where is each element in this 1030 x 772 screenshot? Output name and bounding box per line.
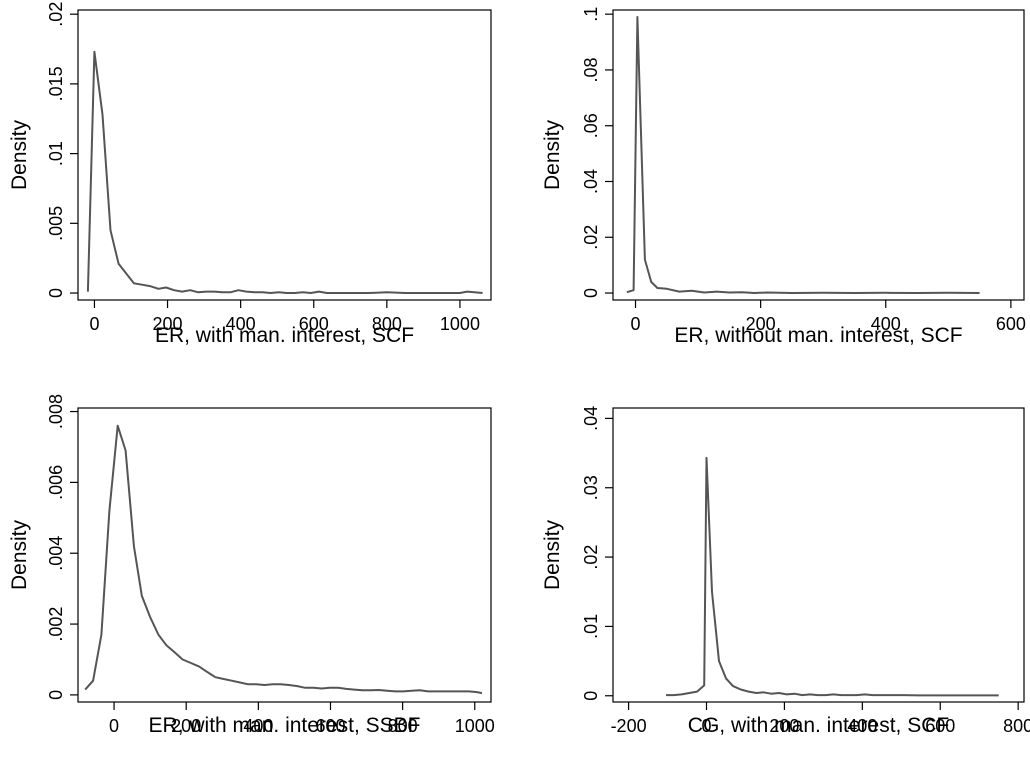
x-tick-label: 600 (996, 314, 1026, 334)
x-tick-label: 600 (315, 716, 345, 736)
y-tick-label: .002 (46, 607, 66, 642)
x-tick-label: 0 (109, 716, 119, 736)
x-tick-label: -200 (611, 716, 647, 736)
plot-frame (612, 9, 1025, 301)
y-axis-label: Density (8, 119, 31, 190)
y-tick-label: .006 (46, 465, 66, 500)
density-line (666, 456, 999, 697)
y-tick-label: .02 (581, 225, 601, 250)
x-tick-label: 400 (847, 716, 877, 736)
chart-panel-1: 0 200 400 600 800 1000 0 .005 .01 .015 .02 ER, with… (8, 2, 492, 347)
x-tick-label: 600 (925, 716, 955, 736)
x-tick-label: 800 (372, 314, 402, 334)
y-axis-label: Density (541, 519, 564, 590)
y-tick-label: 0 (581, 691, 601, 701)
x-axis-label: ER, with man. interest, SSBF (149, 714, 421, 737)
x-tick-label: 400 (226, 314, 256, 334)
chart-panel-3: 0 200 400 600 800 1000 0 .002 .004 .006 .008 ER, wi… (8, 394, 495, 737)
x-tick-label: 200 (171, 716, 201, 736)
x-tick-label: 0 (631, 314, 641, 334)
y-tick-label: .01 (581, 614, 601, 639)
y-tick-label: .005 (46, 206, 66, 241)
x-tick-label: 800 (1003, 716, 1030, 736)
y-tick-label: .08 (581, 57, 601, 82)
y-tick-label: .01 (46, 141, 66, 166)
plot-frame (612, 407, 1025, 703)
y-tick-label: .015 (46, 66, 66, 101)
plot-frame (77, 9, 492, 301)
y-tick-label: .004 (46, 536, 66, 571)
x-tick-label: 1000 (455, 716, 495, 736)
density-line (86, 50, 483, 294)
density-line (84, 424, 483, 695)
x-axis-label: ER, without man. interest, SCF (674, 324, 962, 347)
x-tick-label: 0 (89, 314, 99, 334)
y-tick-label: .03 (581, 475, 601, 500)
plot-frame (77, 407, 492, 703)
y-tick-label: .1 (581, 7, 601, 22)
x-tick-label: 200 (769, 716, 799, 736)
density-line (626, 16, 980, 294)
x-tick-label: 600 (299, 314, 329, 334)
x-tick-label: 800 (388, 716, 418, 736)
y-tick-label: .02 (581, 545, 601, 570)
y-tick-label: 0 (46, 288, 66, 298)
x-axis-label: CG, with man. interest, SCF (688, 714, 949, 737)
x-tick-label: 200 (746, 314, 776, 334)
y-tick-label: .008 (46, 394, 66, 429)
y-tick-label: 0 (46, 690, 66, 700)
x-tick-label: 400 (871, 314, 901, 334)
y-tick-label: .04 (581, 169, 601, 194)
x-tick-label: 200 (153, 314, 183, 334)
y-axis-label: Density (8, 519, 31, 590)
x-tick-label: 400 (243, 716, 273, 736)
y-tick-label: 0 (581, 288, 601, 298)
y-tick-label: .02 (46, 2, 66, 27)
y-tick-label: .04 (581, 406, 601, 431)
y-tick-label: .06 (581, 113, 601, 138)
x-tick-label: 1000 (440, 314, 480, 334)
chart-panel-4: -200 0 200 400 600 800 0 .01 .02 .03 .04 CG, with m… (541, 406, 1030, 737)
y-axis-label: Density (541, 119, 564, 190)
chart-panel-2: 0 200 400 600 0 .02 .04 .06 .08 .1 ER, without man… (541, 7, 1026, 347)
x-tick-label: 0 (701, 716, 711, 736)
x-axis-label: ER, with man. interest, SCF (155, 324, 414, 347)
